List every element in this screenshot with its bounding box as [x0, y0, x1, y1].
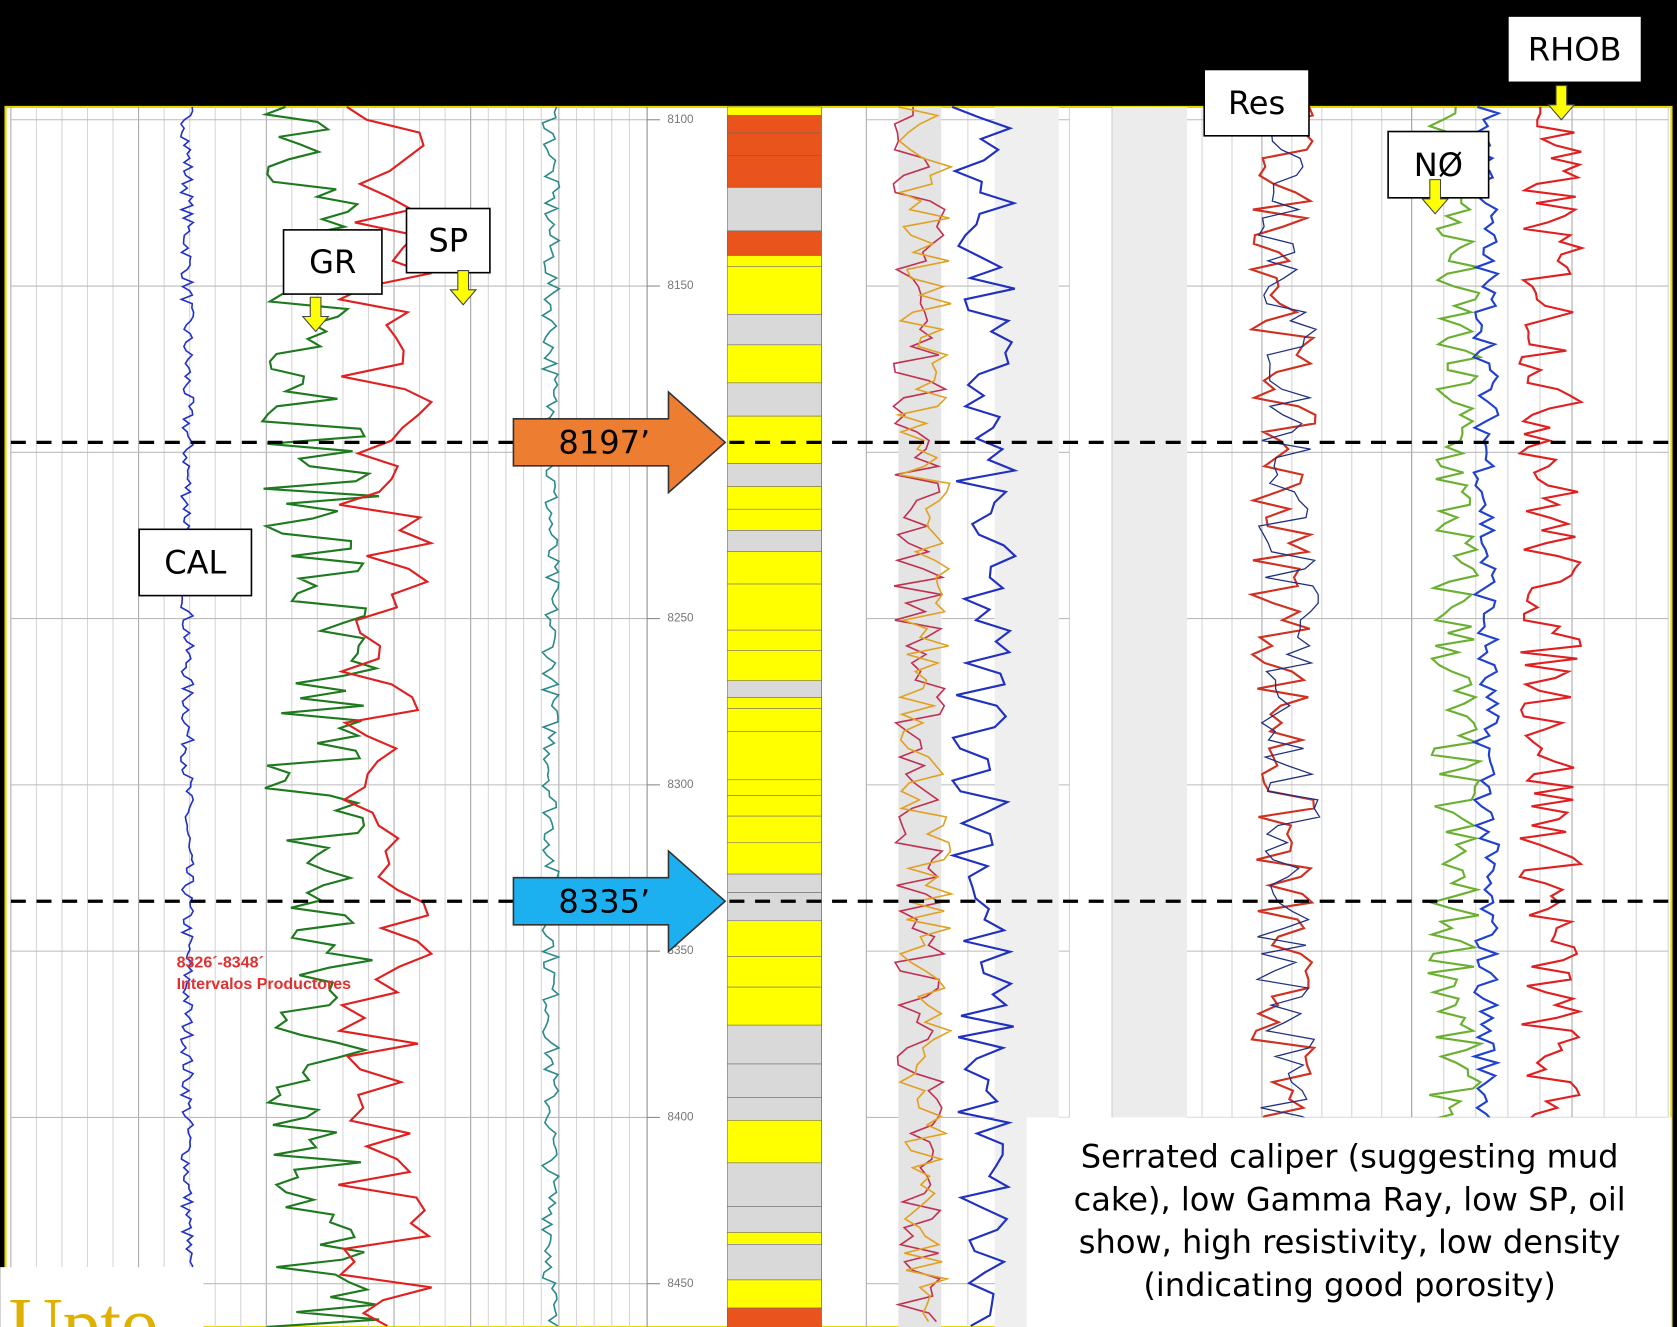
lithology-bed: [727, 230, 822, 256]
log-curve: [336, 106, 435, 1327]
annotations: 8197’ 8335’ GR SP CAL Res NØ RHOB 8326´-8348´ Int…: [0, 15, 1672, 1327]
lithology-bed: [727, 382, 822, 417]
lithology-bed: [727, 1120, 822, 1164]
depth-arrow: [512, 849, 727, 954]
lithology-bed: [727, 415, 822, 464]
lithology-bed: [727, 1097, 822, 1121]
lithology-bed: [727, 986, 822, 1026]
curve-label: Res: [1228, 84, 1285, 122]
caption-line: Serrated caliper (suggesting mud: [1081, 1138, 1619, 1176]
lithology-bed: [727, 508, 822, 531]
curve-label: RHOB: [1528, 30, 1622, 68]
label-box: [282, 229, 383, 295]
lithology-bed: [727, 106, 822, 116]
interval-label: Intervalos Productores: [177, 975, 352, 993]
lithology-bed: [727, 815, 822, 844]
lithology-bed: [727, 266, 822, 315]
lithology-bed: [727, 629, 822, 651]
lithology-bed: [727, 187, 822, 232]
lithology-bed: [727, 1279, 822, 1309]
pointer-arrow: [449, 269, 478, 306]
lithology-bed: [727, 1063, 822, 1098]
lithology-bed: [727, 1244, 822, 1281]
lithology-bed: [727, 842, 822, 875]
logo-bg: [0, 1267, 204, 1327]
label-box: [1507, 15, 1643, 84]
depth-arrow: [512, 390, 727, 495]
interval-range: 8326´-8348´: [177, 954, 264, 972]
lithology-bed: [727, 873, 822, 893]
depth-label: 8250: [667, 612, 694, 625]
log-curve: [949, 105, 1019, 1327]
curve-label: SP: [428, 222, 468, 260]
label-box: [138, 528, 253, 597]
lithology-bed: [727, 1024, 822, 1065]
pointer-arrow: [1547, 85, 1576, 121]
lithology-bed: [727, 132, 822, 156]
lithology-column: [727, 106, 822, 1327]
pointer-arrow: [301, 296, 330, 333]
lithology-bed: [727, 115, 822, 134]
arrow-label: 8197’: [558, 423, 650, 461]
lithology-bed: [727, 795, 822, 817]
logo: Upto: [9, 1283, 159, 1327]
lithology-bed: [727, 650, 822, 681]
lithology-bed: [727, 344, 822, 384]
lithology-bed: [727, 731, 822, 781]
lithology-bed: [727, 1307, 822, 1327]
label-box: [405, 207, 491, 274]
lithology-bed: [727, 697, 822, 709]
lithology-bed: [727, 779, 822, 796]
caption-line: cake), low Gamma Ray, low SP, oil: [1074, 1180, 1626, 1218]
depth-label: 8100: [667, 113, 694, 126]
lithology-bed: [727, 551, 822, 585]
lithology-bed: [727, 583, 822, 631]
lithology-bed: [727, 956, 822, 988]
caption-line: show, high resistivity, low density: [1079, 1223, 1621, 1261]
lithology-bed: [727, 1206, 822, 1233]
lithology-bed: [727, 530, 822, 552]
lithology-bed: [727, 463, 822, 487]
depth-label: 8300: [667, 778, 694, 791]
arrow-label: 8335’: [558, 882, 650, 920]
log-curve: [540, 106, 561, 1327]
lithology-bed: [727, 314, 822, 346]
lithology-bed: [727, 155, 822, 188]
label-box: [1203, 68, 1310, 137]
curve-label: NØ: [1414, 146, 1463, 184]
log-curve: [260, 105, 381, 1327]
log-curve: [895, 106, 955, 1323]
lithology-bed: [727, 255, 822, 267]
log-curve: [178, 106, 196, 1327]
depth-label: 8450: [667, 1277, 694, 1290]
lithology-bed: [727, 486, 822, 510]
lithology-bed: [727, 1232, 822, 1245]
lithology-bed: [727, 892, 822, 922]
curve-label: GR: [309, 243, 356, 281]
pointer-arrow: [1421, 179, 1450, 215]
depth-label: 8400: [667, 1111, 694, 1124]
depth-label: 8150: [667, 279, 694, 292]
curve-label: CAL: [164, 544, 226, 582]
lithology-bed: [727, 680, 822, 698]
lithology-bed: [727, 708, 822, 732]
caption-line: (indicating good porosity): [1143, 1266, 1555, 1304]
caption-bg: [1026, 1117, 1672, 1327]
lithology-bed: [727, 1162, 822, 1207]
lithology-bed: [727, 920, 822, 957]
